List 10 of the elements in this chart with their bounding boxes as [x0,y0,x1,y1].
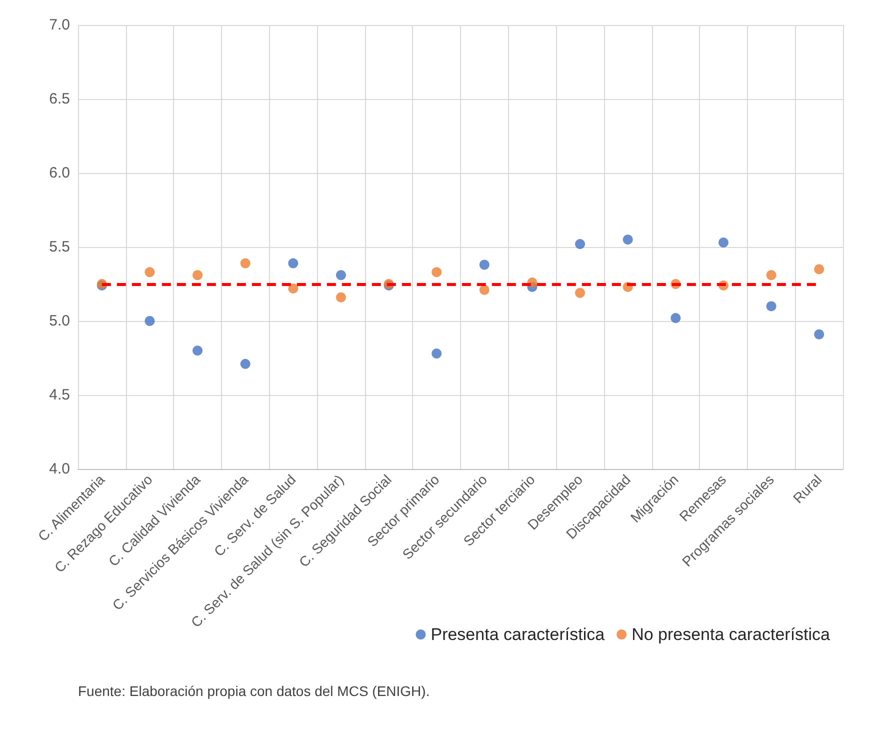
legend-label: No presenta característica [632,625,831,644]
y-tick-label: 4.5 [49,386,70,404]
y-tick-label: 7.0 [49,16,70,34]
y-tick-label: 4.0 [49,460,70,478]
y-tick-label: 5.5 [49,238,70,256]
legend-label: Presenta característica [430,625,606,644]
y-tick-label: 5.0 [49,312,70,330]
y-tick-label: 6.5 [49,90,70,108]
source-note: Fuente: Elaboración propia con datos del MCS (ENIGH). [78,683,430,699]
y-tick-label: 6.0 [49,164,70,182]
